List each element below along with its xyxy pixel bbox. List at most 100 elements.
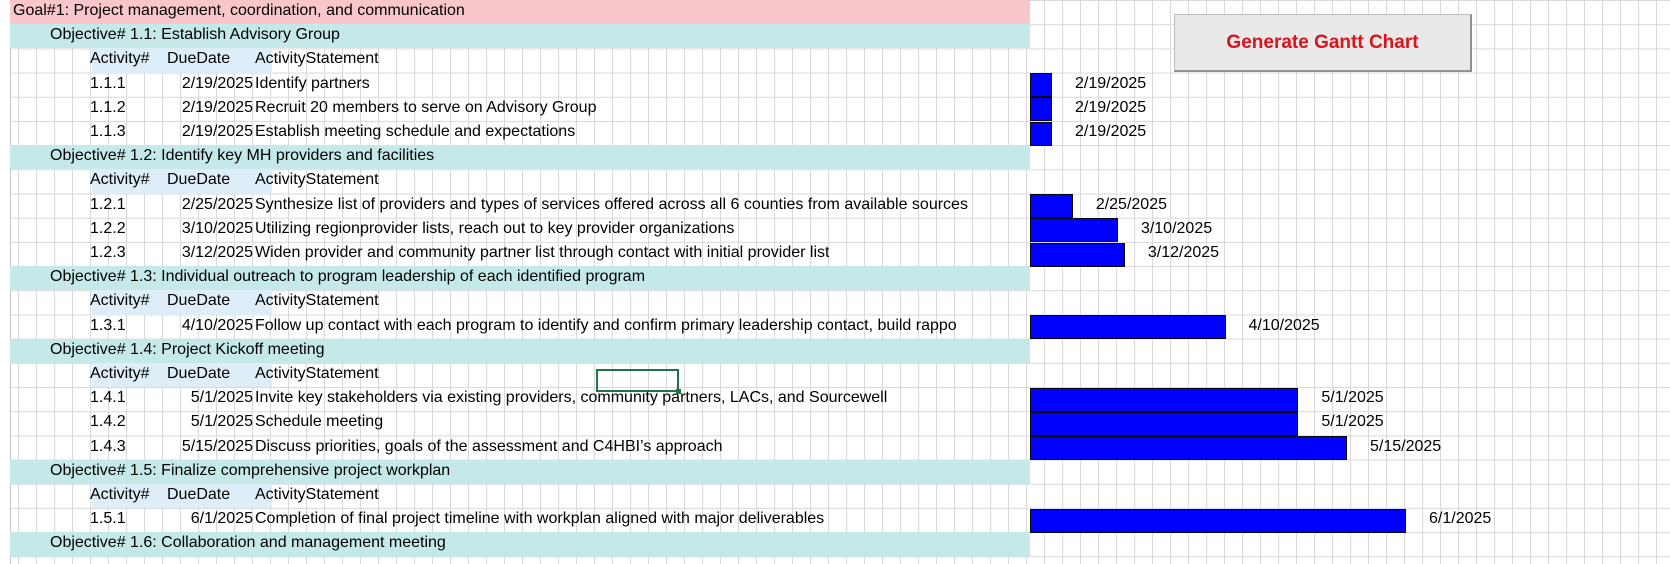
header-statement[interactable]: ActivityStatement <box>255 171 379 189</box>
activity-number[interactable]: 1.4.3 <box>90 437 126 455</box>
objective-title[interactable]: Objective# 1.4: Project Kickoff meeting <box>50 340 325 358</box>
activity-statement[interactable]: Invite key stakeholders via existing pro… <box>255 389 888 407</box>
activity-number[interactable]: 1.4.1 <box>90 389 126 407</box>
activity-header-row: Activity# DueDate ActivityStatement <box>10 363 1030 388</box>
gantt-bar <box>1030 242 1125 267</box>
gantt-bar <box>1030 194 1073 219</box>
activity-number[interactable]: 1.1.2 <box>90 98 126 116</box>
activity-statement[interactable]: Establish meeting schedule and expectati… <box>255 123 576 140</box>
activity-due-date[interactable]: 2/19/2025 <box>181 123 253 140</box>
header-activity[interactable]: Activity# <box>90 365 150 382</box>
activity-due-date[interactable]: 2/25/2025 <box>181 195 253 213</box>
gantt-bar <box>1030 508 1406 533</box>
activity-due-date[interactable]: 5/1/2025 <box>190 413 253 431</box>
selected-cell[interactable] <box>596 369 681 394</box>
activity-row: 1.1.3 2/19/2025 Establish meeting schedule… <box>10 121 1030 145</box>
objective-title[interactable]: Objective# 1.6: Collaboration and manage… <box>50 534 446 552</box>
objective-row: Objective# 1.1: Establish Advisory Group <box>10 24 1030 49</box>
header-highlight <box>92 48 272 73</box>
activity-statement[interactable]: Widen provider and community partner lis… <box>255 244 830 261</box>
gantt-bar <box>1030 97 1052 122</box>
activity-statement[interactable]: Completion of final project timeline wit… <box>255 510 825 528</box>
activity-statement[interactable]: Follow up contact with each program to i… <box>255 316 957 334</box>
header-highlight <box>92 169 272 194</box>
activity-due-date[interactable]: 5/1/2025 <box>190 389 253 407</box>
goal-row: Goal#1: Project management, coordination… <box>10 0 1030 25</box>
header-activity[interactable]: Activity# <box>90 171 150 189</box>
activity-statement[interactable]: Utilizing regionprovider lists, reach ou… <box>255 219 735 237</box>
header-highlight <box>92 290 272 315</box>
objective-row: Objective# 1.3: Individual outreach to p… <box>10 266 1030 291</box>
header-activity[interactable]: Activity# <box>90 486 150 503</box>
activity-number[interactable]: 1.1.3 <box>90 123 126 140</box>
header-duedate[interactable]: DueDate <box>167 50 231 68</box>
goal-title[interactable]: Goal#1: Project management, coordination… <box>13 2 465 19</box>
activity-due-date[interactable]: 4/10/2025 <box>181 316 253 334</box>
activity-row: 1.2.1 2/25/2025 Synthesize list of provide… <box>10 194 1030 218</box>
activity-number[interactable]: 1.2.2 <box>90 219 126 237</box>
activity-row: 1.1.1 2/19/2025 Identify partners <box>10 73 1030 97</box>
gantt-bar <box>1030 73 1052 98</box>
header-duedate[interactable]: DueDate <box>167 365 231 382</box>
activity-header-row: Activity# DueDate ActivityStatement <box>10 484 1030 509</box>
activity-statement[interactable]: Discuss priorities, goals of the assessm… <box>255 437 723 455</box>
activity-row: 1.4.1 5/1/2025 Invite key stakeholders via… <box>10 387 1030 411</box>
activity-statement[interactable]: Synthesize list of providers and types o… <box>255 195 968 213</box>
gantt-bar <box>1030 387 1299 412</box>
activity-due-date[interactable]: 5/15/2025 <box>181 437 253 455</box>
header-activity[interactable]: Activity# <box>90 292 150 310</box>
header-statement[interactable]: ActivityStatement <box>255 50 379 68</box>
activity-number[interactable]: 1.3.1 <box>90 316 126 334</box>
activity-number[interactable]: 1.5.1 <box>90 510 126 528</box>
activity-number[interactable]: 1.2.3 <box>90 244 126 261</box>
gantt-bar-label: 3/10/2025 <box>1140 219 1213 237</box>
header-activity[interactable]: Activity# <box>90 50 150 68</box>
header-duedate[interactable]: DueDate <box>167 171 231 189</box>
gantt-bar-label: 2/25/2025 <box>1095 195 1167 213</box>
gantt-bar <box>1030 121 1052 146</box>
gantt-bar-label: 2/19/2025 <box>1075 74 1147 92</box>
objective-title[interactable]: Objective# 1.3: Individual outreach to p… <box>50 268 646 286</box>
gantt-bar-label: 2/19/2025 <box>1075 98 1147 116</box>
objective-row: Objective# 1.4: Project Kickoff meeting <box>10 338 1030 363</box>
header-statement[interactable]: ActivityStatement <box>255 486 379 503</box>
activity-row: 1.5.1 6/1/2025 Completion of final project… <box>10 508 1030 532</box>
activity-number[interactable]: 1.4.2 <box>90 413 126 431</box>
activity-due-date[interactable]: 3/12/2025 <box>181 244 253 261</box>
header-duedate[interactable]: DueDate <box>167 292 231 310</box>
activity-row: 1.2.2 3/10/2025 Utilizing regionprovider l… <box>10 218 1030 242</box>
activity-row: 1.2.3 3/12/2025 Widen provider and communi… <box>10 242 1030 266</box>
header-statement[interactable]: ActivityStatement <box>255 292 379 310</box>
activity-statement[interactable]: Schedule meeting <box>255 413 384 431</box>
activity-due-date[interactable]: 2/19/2025 <box>181 98 253 116</box>
activity-number[interactable]: 1.1.1 <box>90 74 126 92</box>
gantt-bar-label: 5/1/2025 <box>1321 389 1384 407</box>
header-duedate[interactable]: DueDate <box>167 486 231 503</box>
objective-title[interactable]: Objective# 1.5: Finalize comprehensive p… <box>50 461 451 479</box>
activity-row: 1.4.2 5/1/2025 Schedule meeting <box>10 411 1030 435</box>
gantt-bar-label: 5/15/2025 <box>1370 437 1442 455</box>
header-statement[interactable]: ActivityStatement <box>255 365 379 382</box>
gantt-bar-label: 6/1/2025 <box>1429 510 1492 528</box>
gantt-bar <box>1030 411 1299 436</box>
activity-row: 1.4.3 5/15/2025 Discuss priorities, goals … <box>10 436 1030 460</box>
activity-due-date[interactable]: 2/19/2025 <box>181 74 253 92</box>
gantt-bar-label: 4/10/2025 <box>1248 316 1320 334</box>
generate-gantt-chart-button[interactable]: Generate Gantt Chart <box>1174 14 1472 72</box>
activity-statement[interactable]: Recruit 20 members to serve on Advisory … <box>255 98 597 116</box>
activity-number[interactable]: 1.2.1 <box>90 195 126 213</box>
activity-due-date[interactable]: 3/10/2025 <box>181 219 253 237</box>
objective-row: Objective# 1.5: Finalize comprehensive p… <box>10 459 1030 484</box>
activity-due-date[interactable]: 6/1/2025 <box>190 510 253 528</box>
gantt-bar <box>1030 436 1347 461</box>
activity-header-row: Activity# DueDate ActivityStatement <box>10 48 1030 73</box>
gantt-bar-label: 2/19/2025 <box>1075 123 1147 140</box>
activity-statement[interactable]: Identify partners <box>255 74 370 92</box>
generate-gantt-chart-label: Generate Gantt Chart <box>1226 31 1419 53</box>
objective-title[interactable]: Objective# 1.1: Establish Advisory Group <box>50 26 340 44</box>
objective-row: Objective# 1.2: Identify key MH provider… <box>10 145 1030 170</box>
objective-title[interactable]: Objective# 1.2: Identify key MH provider… <box>50 147 435 165</box>
objective-row: Objective# 1.6: Collaboration and manage… <box>10 532 1030 557</box>
header-highlight <box>92 484 272 509</box>
gantt-bar-label: 5/1/2025 <box>1321 413 1384 431</box>
